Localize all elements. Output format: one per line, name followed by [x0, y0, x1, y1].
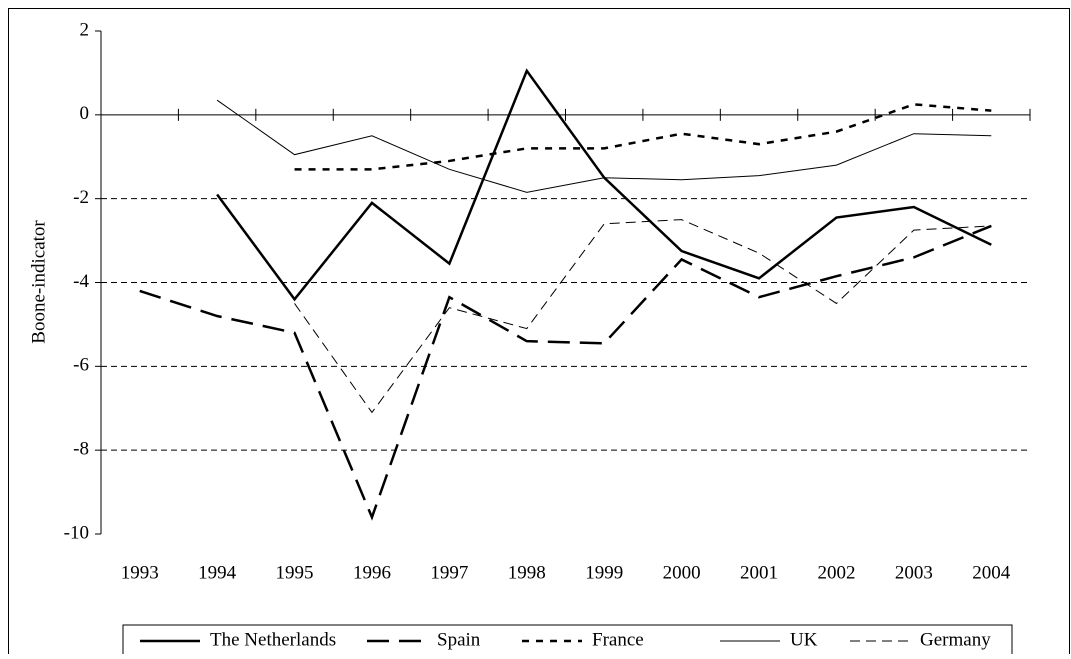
x-tick-label: 2003 — [895, 562, 933, 583]
x-tick-label: 2001 — [740, 562, 778, 583]
y-tick-label: -2 — [73, 187, 89, 208]
x-tick-label: 1995 — [276, 562, 314, 583]
x-tick-label: 2002 — [817, 562, 855, 583]
x-tick-label: 1993 — [121, 562, 159, 583]
legend-label: Germany — [920, 629, 991, 650]
series-line — [139, 224, 992, 521]
x-tick-label: 2000 — [663, 562, 701, 583]
series-line — [294, 219, 992, 414]
y-tick-label: -8 — [73, 439, 89, 460]
x-tick-label: 1999 — [585, 562, 623, 583]
y-tick-label: -4 — [73, 271, 89, 292]
legend-label: Spain — [437, 629, 481, 650]
legend-label: France — [592, 629, 644, 650]
y-tick-label: -10 — [64, 522, 89, 543]
frame — [8, 8, 1070, 659]
series-line — [216, 99, 992, 193]
series-line — [294, 103, 992, 171]
x-tick-label: 1994 — [198, 562, 237, 583]
legend-label: The Netherlands — [210, 629, 336, 650]
x-tick-label: 2004 — [972, 562, 1011, 583]
y-tick-label: 2 — [80, 19, 90, 40]
legend-label: UK — [790, 629, 818, 650]
series-line — [216, 68, 992, 302]
y-tick-label: 0 — [80, 103, 90, 124]
x-tick-label: 1996 — [353, 562, 391, 583]
y-tick-label: -6 — [73, 355, 89, 376]
y-axis-label: Boone-indicator — [28, 220, 49, 344]
x-tick-label: 1998 — [508, 562, 546, 583]
x-tick-label: 1997 — [430, 562, 468, 583]
